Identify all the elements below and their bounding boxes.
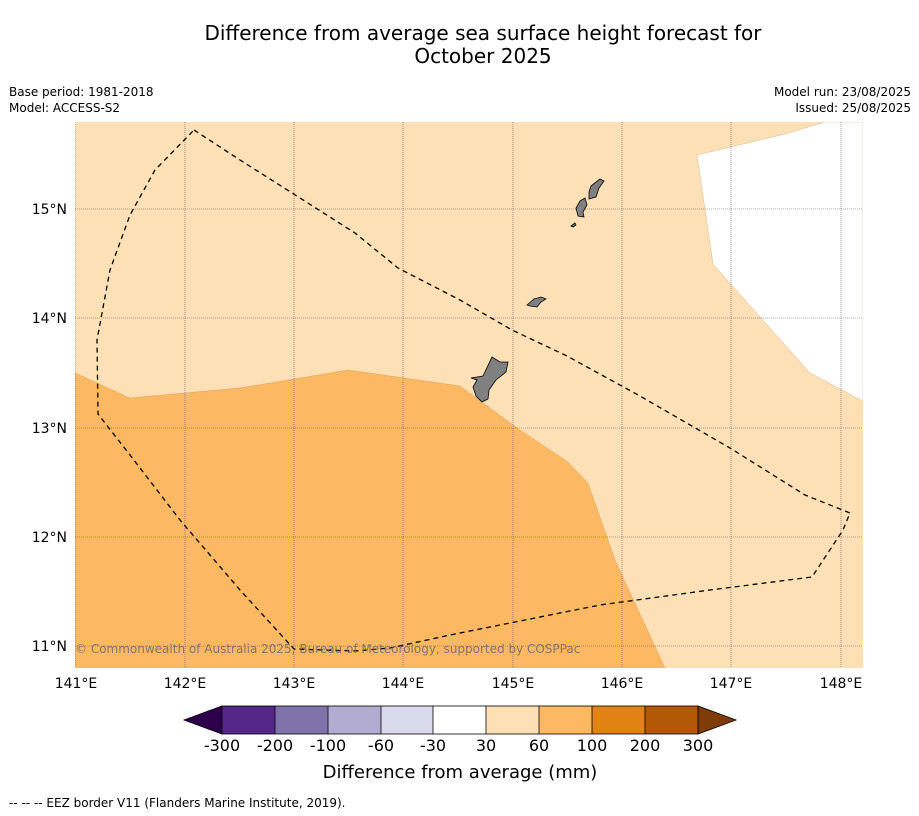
anomaly-60-100-region [75,369,666,668]
colorbar-bin [381,706,433,734]
lat-tick: 15°N [32,202,67,218]
colorbar-bin [486,706,539,734]
colorbar-label: Difference from average (mm) [323,762,598,783]
colorbar-bin [433,706,486,734]
lon-axis: 141°E 142°E 143°E 144°E 145°E 146°E 147°… [55,676,863,692]
model-run-text: Model run: 23/08/2025 [773,85,911,99]
colorbar-tick: 30 [476,736,496,755]
colorbar-tick: -300 [204,736,240,755]
lon-tick: 141°E [55,676,98,692]
lat-axis: 15°N 14°N 13°N 12°N 11°N [32,202,67,655]
lon-tick: 143°E [273,676,316,692]
guam-island [470,356,509,403]
title-line-1: Difference from average sea surface heig… [204,21,762,45]
rota-island [526,296,547,308]
aguijan-island [570,222,577,228]
eez-border [96,129,851,652]
map-area: © Commonwealth of Australia 2025, Bureau… [75,122,863,668]
lon-tick: 148°E [820,676,863,692]
meta-right: Model run: 23/08/2025 Issued: 25/08/2025 [774,84,911,116]
base-period-text: Base period: 1981-2018 [9,85,154,99]
gridlines [75,122,863,668]
saipan-island [588,178,605,200]
colorbar-bin [275,706,328,734]
issued-text: Issued: 25/08/2025 [795,101,911,115]
lat-tick: 11°N [32,639,67,655]
lat-tick: 14°N [32,311,67,327]
model-text: Model: ACCESS-S2 [9,101,121,115]
colorbar: -300 -200 -100 -60 -30 30 60 100 200 300… [182,705,738,783]
colorbar-tick: -60 [368,736,394,755]
eez-footnote: -- -- -- EEZ border V11 (Flanders Marine… [9,796,346,810]
lon-tick: 145°E [492,676,535,692]
colorbar-tick: -200 [257,736,293,755]
colorbar-tick: 300 [683,736,714,755]
colorbar-bin [645,706,698,734]
colorbar-bin [539,706,592,734]
islands [470,178,605,403]
lon-tick: 142°E [164,676,207,692]
title-line-2: October 2025 [414,44,552,68]
colorbar-max-arrow [697,705,738,735]
colorbar-min-arrow [182,705,223,735]
lon-tick: 144°E [382,676,425,692]
copyright-text: © Commonwealth of Australia 2025, Bureau… [75,642,580,656]
lat-tick: 13°N [32,421,67,437]
lon-tick: 146°E [601,676,644,692]
colorbar-tick: 200 [630,736,661,755]
map-title: Difference from average sea surface heig… [0,22,919,68]
meta-left: Base period: 1981-2018 Model: ACCESS-S2 [9,84,154,116]
lon-tick: 147°E [710,676,753,692]
lat-tick: 12°N [32,530,67,546]
colorbar-bin [592,706,645,734]
anomaly-neutral-region [696,122,863,402]
colorbar-tick: 100 [577,736,608,755]
tinian-island [575,197,588,218]
colorbar-bin [222,706,275,734]
colorbar-tick: -30 [420,736,446,755]
colorbar-outline [221,705,699,735]
colorbar-tick: -100 [310,736,346,755]
colorbar-tick: 60 [529,736,549,755]
colorbar-bin [328,706,381,734]
